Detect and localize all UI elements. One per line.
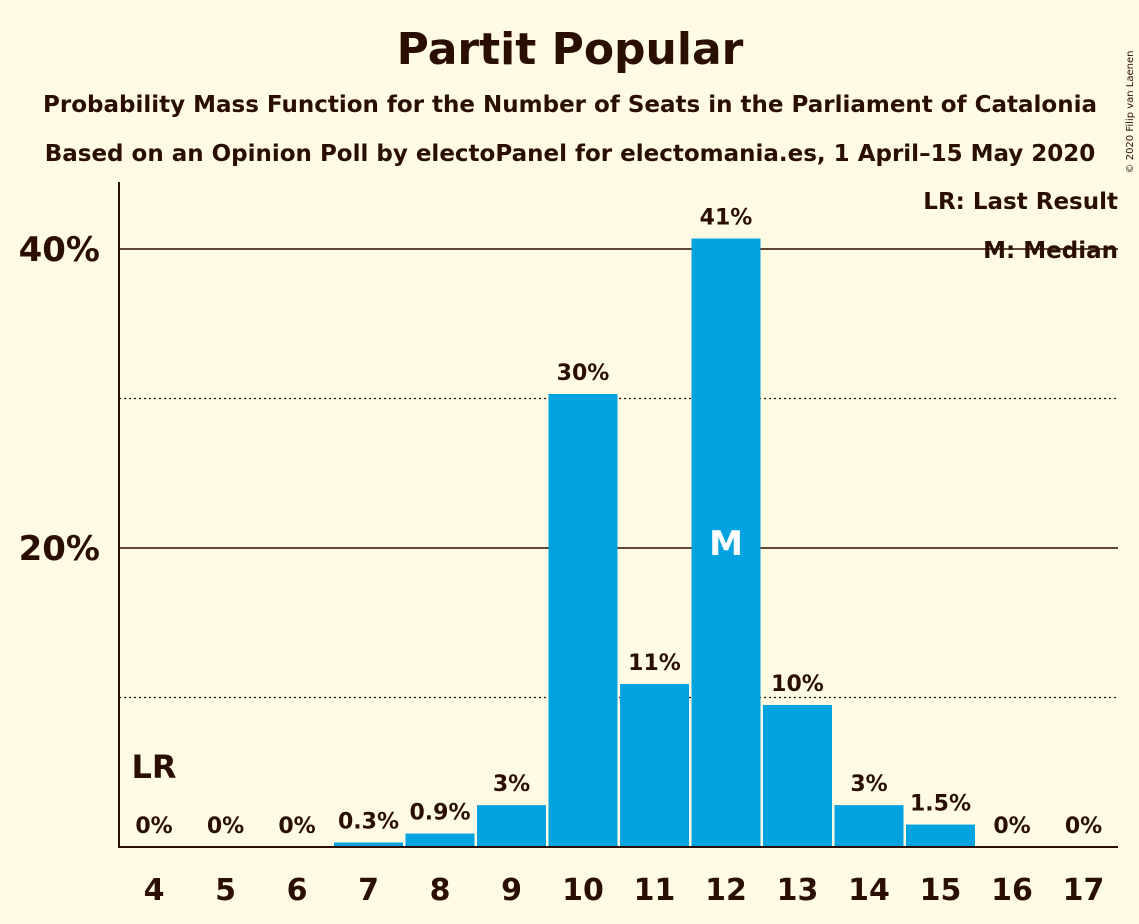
- x-tick-label: 5: [215, 873, 236, 908]
- y-axis: 20% 40%: [19, 182, 120, 848]
- data-label: 0%: [1065, 814, 1102, 839]
- last-result-marker: LR: [131, 748, 176, 786]
- bar: [620, 684, 689, 847]
- data-label: 3%: [850, 772, 887, 797]
- data-label: 10%: [771, 672, 824, 697]
- data-label: 41%: [700, 206, 753, 231]
- legend-median: M: Median: [983, 238, 1118, 264]
- bar: [763, 704, 832, 847]
- x-tick-label: 4: [144, 873, 165, 908]
- data-label: 0%: [207, 814, 244, 839]
- data-label: 3%: [493, 772, 530, 797]
- bar: [405, 833, 475, 847]
- y-tick-label: 20%: [19, 529, 100, 569]
- copyright-notice: © 2020 Filip van Laenen: [1125, 51, 1136, 174]
- x-tick-label: 12: [705, 873, 747, 908]
- bar: [334, 842, 403, 847]
- chart-source: Based on an Opinion Poll by electoPanel …: [45, 141, 1096, 167]
- x-tick-label: 13: [777, 873, 819, 908]
- chart-subtitle: Probability Mass Function for the Number…: [43, 92, 1097, 118]
- bar: [691, 238, 761, 847]
- data-labels: 0% LR 0% 0% 0.3% 0.9% 3% 30% 11% 41% M 10% 3% 1.5% 0% 0…: [131, 206, 1102, 839]
- chart-title: Partit Popular: [397, 24, 744, 75]
- data-label: 0%: [135, 814, 172, 839]
- x-tick-label: 15: [920, 873, 962, 908]
- bar: [477, 805, 546, 847]
- data-label: 1.5%: [910, 792, 971, 817]
- x-tick-label: 6: [287, 873, 308, 908]
- data-label: 30%: [557, 361, 610, 386]
- x-tick-label: 10: [562, 873, 604, 908]
- legend-last-result: LR: Last Result: [923, 189, 1118, 215]
- x-tick-label: 11: [634, 873, 676, 908]
- x-tick-label: 17: [1063, 873, 1105, 908]
- median-marker: M: [709, 524, 743, 564]
- data-label: 0.9%: [409, 801, 470, 826]
- bar: [906, 824, 975, 847]
- data-label: 0%: [993, 814, 1030, 839]
- y-tick-label: 40%: [19, 230, 100, 270]
- bar: [834, 805, 904, 847]
- x-tick-label: 9: [501, 873, 522, 908]
- data-label: 0.3%: [338, 810, 399, 835]
- x-tick-label: 8: [430, 873, 451, 908]
- gridlines: [119, 248, 1118, 699]
- x-axis: 4 5 6 7 8 9 10 11 12 13 14 15 16 17: [119, 846, 1118, 908]
- data-label: 0%: [278, 814, 315, 839]
- data-label: 11%: [628, 651, 681, 676]
- bar: [548, 394, 618, 847]
- x-tick-label: 16: [991, 873, 1033, 908]
- x-tick-label: 14: [848, 873, 890, 908]
- x-tick-label: 7: [358, 873, 379, 908]
- bars: [334, 238, 975, 847]
